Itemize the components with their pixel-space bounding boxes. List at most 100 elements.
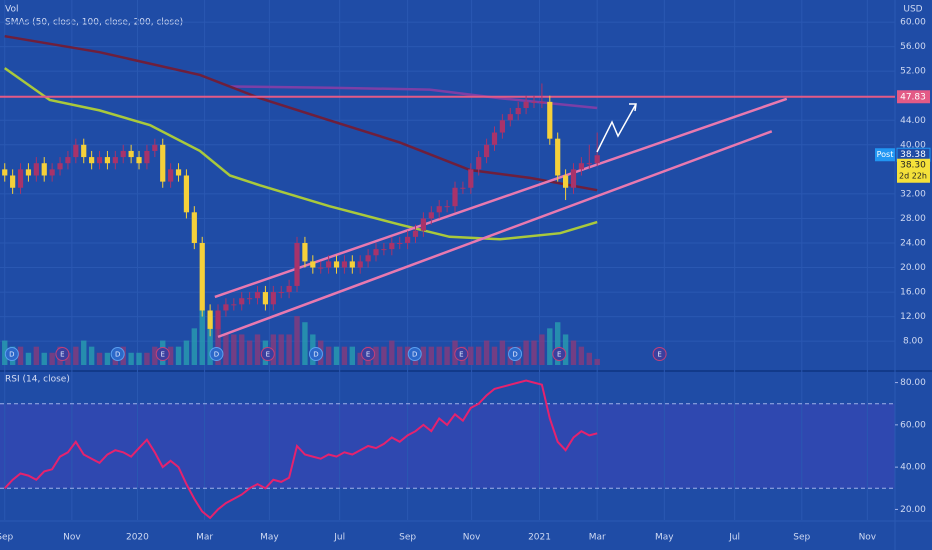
candle-body bbox=[25, 169, 32, 176]
volume-bar bbox=[286, 334, 292, 365]
x-tick-label: Sep bbox=[399, 533, 416, 543]
y-tick-label: 40.00 bbox=[900, 140, 926, 150]
trend-line bbox=[214, 97, 788, 299]
event-label: E bbox=[557, 351, 561, 359]
candle-body bbox=[112, 157, 118, 164]
volume-bar bbox=[144, 352, 150, 365]
event-label: E bbox=[459, 351, 463, 359]
volume-bar bbox=[349, 346, 356, 365]
candle-body bbox=[278, 292, 284, 294]
event-marker bbox=[110, 347, 125, 361]
volume-bar bbox=[404, 346, 411, 365]
candle-body bbox=[468, 169, 474, 188]
post-price-label: 38.38 bbox=[900, 150, 926, 160]
volume-bar bbox=[175, 346, 182, 365]
event-marker bbox=[407, 347, 422, 361]
volume-bar bbox=[223, 334, 229, 365]
candle-body bbox=[570, 169, 577, 188]
candle-body bbox=[215, 310, 221, 329]
volume-bar bbox=[444, 346, 450, 365]
candle-body bbox=[207, 310, 213, 329]
y-tick-label: 20.00 bbox=[900, 505, 926, 515]
volume-bar bbox=[254, 334, 261, 365]
candle-body bbox=[152, 144, 158, 151]
x-tick-label: Jul bbox=[728, 533, 740, 543]
candle-body bbox=[389, 242, 395, 250]
volume-bar bbox=[246, 340, 253, 365]
volume-bar bbox=[294, 316, 300, 365]
volume-bar bbox=[104, 352, 111, 365]
volume-bar bbox=[302, 322, 308, 365]
candle-body bbox=[531, 101, 537, 103]
volume-bar bbox=[539, 334, 545, 365]
volume-bar bbox=[547, 328, 553, 365]
x-tick-label: May bbox=[655, 533, 674, 543]
last-price-label: 38.30 bbox=[900, 161, 926, 171]
candle-body bbox=[594, 155, 600, 164]
volume-bar bbox=[2, 340, 8, 365]
candle-body bbox=[136, 157, 142, 164]
event-label: E bbox=[657, 351, 661, 359]
candle-body bbox=[412, 230, 419, 237]
candle-body bbox=[318, 267, 324, 269]
volume-bar bbox=[152, 346, 158, 365]
candle-body bbox=[223, 304, 229, 311]
volume-bar bbox=[468, 346, 474, 365]
candle-body bbox=[484, 144, 490, 158]
candle-body bbox=[89, 157, 95, 164]
event-marker bbox=[260, 347, 275, 361]
candle-body bbox=[499, 120, 506, 133]
sma-line bbox=[4, 34, 598, 192]
candle-body bbox=[199, 242, 205, 311]
volume-bar bbox=[476, 346, 482, 365]
candle-body bbox=[41, 163, 47, 176]
volume-bar bbox=[278, 334, 284, 365]
candle-body bbox=[302, 242, 308, 262]
y-tick-label: 52.00 bbox=[900, 67, 926, 77]
candle-body bbox=[168, 169, 174, 182]
volume-bar bbox=[578, 346, 585, 365]
volume-bar bbox=[81, 340, 87, 365]
post-box bbox=[875, 148, 895, 162]
candle-body bbox=[2, 169, 8, 176]
event-label: D bbox=[214, 351, 219, 359]
volume-bar bbox=[341, 346, 348, 365]
x-tick-label: Nov bbox=[63, 533, 81, 543]
volume-bar bbox=[88, 346, 95, 365]
candle-body bbox=[128, 150, 134, 158]
y-tick-label: 16.00 bbox=[900, 288, 926, 298]
volume-bar bbox=[436, 346, 442, 365]
candle-body bbox=[49, 169, 55, 176]
y-tick-label: 80.00 bbox=[900, 378, 926, 388]
volume-bar bbox=[17, 346, 24, 365]
candle-body bbox=[333, 261, 340, 268]
hline-price-label: 47.83 bbox=[900, 92, 926, 102]
candle-body bbox=[81, 144, 87, 158]
x-tick-label: Sep bbox=[793, 533, 810, 543]
candle-body bbox=[507, 114, 513, 121]
volume-bar bbox=[333, 346, 340, 365]
volume-bar bbox=[96, 352, 103, 365]
volume-bar bbox=[183, 340, 190, 365]
y-tick-label: 56.00 bbox=[900, 42, 926, 52]
x-tick-label: Sep bbox=[0, 533, 14, 543]
candle-body bbox=[247, 298, 253, 300]
volume-bar bbox=[239, 334, 245, 365]
candle-body bbox=[175, 169, 182, 176]
volume-bar bbox=[231, 334, 237, 365]
candle-body bbox=[254, 292, 261, 299]
volume-bar bbox=[191, 328, 198, 365]
candle-body bbox=[523, 101, 529, 108]
event-marker bbox=[508, 347, 523, 361]
event-label: D bbox=[115, 351, 120, 359]
candle-body bbox=[191, 212, 197, 243]
y-tick-label: 40.00 bbox=[900, 463, 926, 473]
volume-bar bbox=[397, 346, 403, 365]
y-tick-label: 24.00 bbox=[900, 238, 926, 248]
candle-body bbox=[73, 144, 79, 158]
candle-body bbox=[341, 261, 348, 268]
candle-body bbox=[460, 187, 466, 189]
volume-bar bbox=[136, 352, 142, 365]
